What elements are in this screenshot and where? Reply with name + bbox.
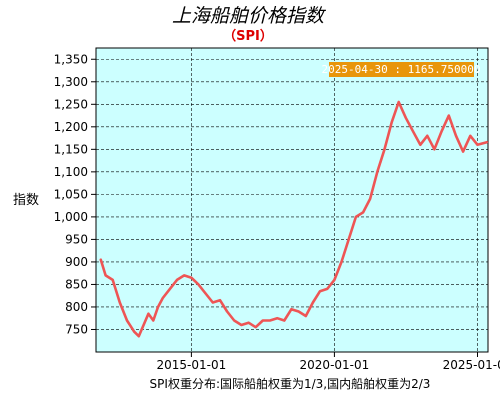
- grid-lines: [96, 48, 488, 352]
- chart-subtitle: （SPI）: [223, 28, 273, 44]
- y-tick-label: 1,300: [54, 75, 88, 89]
- y-tick-label: 900: [65, 255, 88, 269]
- y-tick-label: 1,000: [54, 210, 88, 224]
- y-tick-label: 1,250: [54, 97, 88, 111]
- y-axis: 750 800 850 900 950 1,000 1,050 1,100 1,150 1,200…: [54, 52, 96, 336]
- footnote: SPI权重分布:国际船舶权重为1/3,国内船舶权重为2/3: [150, 376, 431, 391]
- x-tick-label: 2015-01-01: [157, 358, 227, 372]
- annotation-box: [329, 62, 474, 77]
- y-tick-label: 1,350: [54, 52, 88, 66]
- y-tick-label: 950: [65, 232, 88, 246]
- plot-area: [95, 47, 489, 353]
- x-tick-label: 2025-01-01: [443, 358, 500, 372]
- y-tick-label: 1,100: [54, 165, 88, 179]
- y-tick-label: 1,050: [54, 187, 88, 201]
- y-tick-label: 800: [65, 300, 88, 314]
- y-tick-label: 1,150: [54, 142, 88, 156]
- series-line: [99, 100, 489, 338]
- y-tick-label: 750: [65, 322, 88, 336]
- x-axis: 2015-01-01 2020-01-01 2025-01-01: [157, 352, 500, 372]
- annotation-text: 2025-04-30 : 1165.750000: [322, 63, 481, 76]
- series-group: [99, 100, 489, 338]
- x-tick-label: 2020-01-01: [300, 358, 370, 372]
- chart-title: 上海船舶价格指数: [172, 5, 327, 27]
- y-tick-label: 1,200: [54, 120, 88, 134]
- value-annotation: 2025-04-30 : 1165.750000: [322, 62, 481, 77]
- y-tick-label: 850: [65, 277, 88, 291]
- y-axis-label: 指数: [13, 193, 39, 208]
